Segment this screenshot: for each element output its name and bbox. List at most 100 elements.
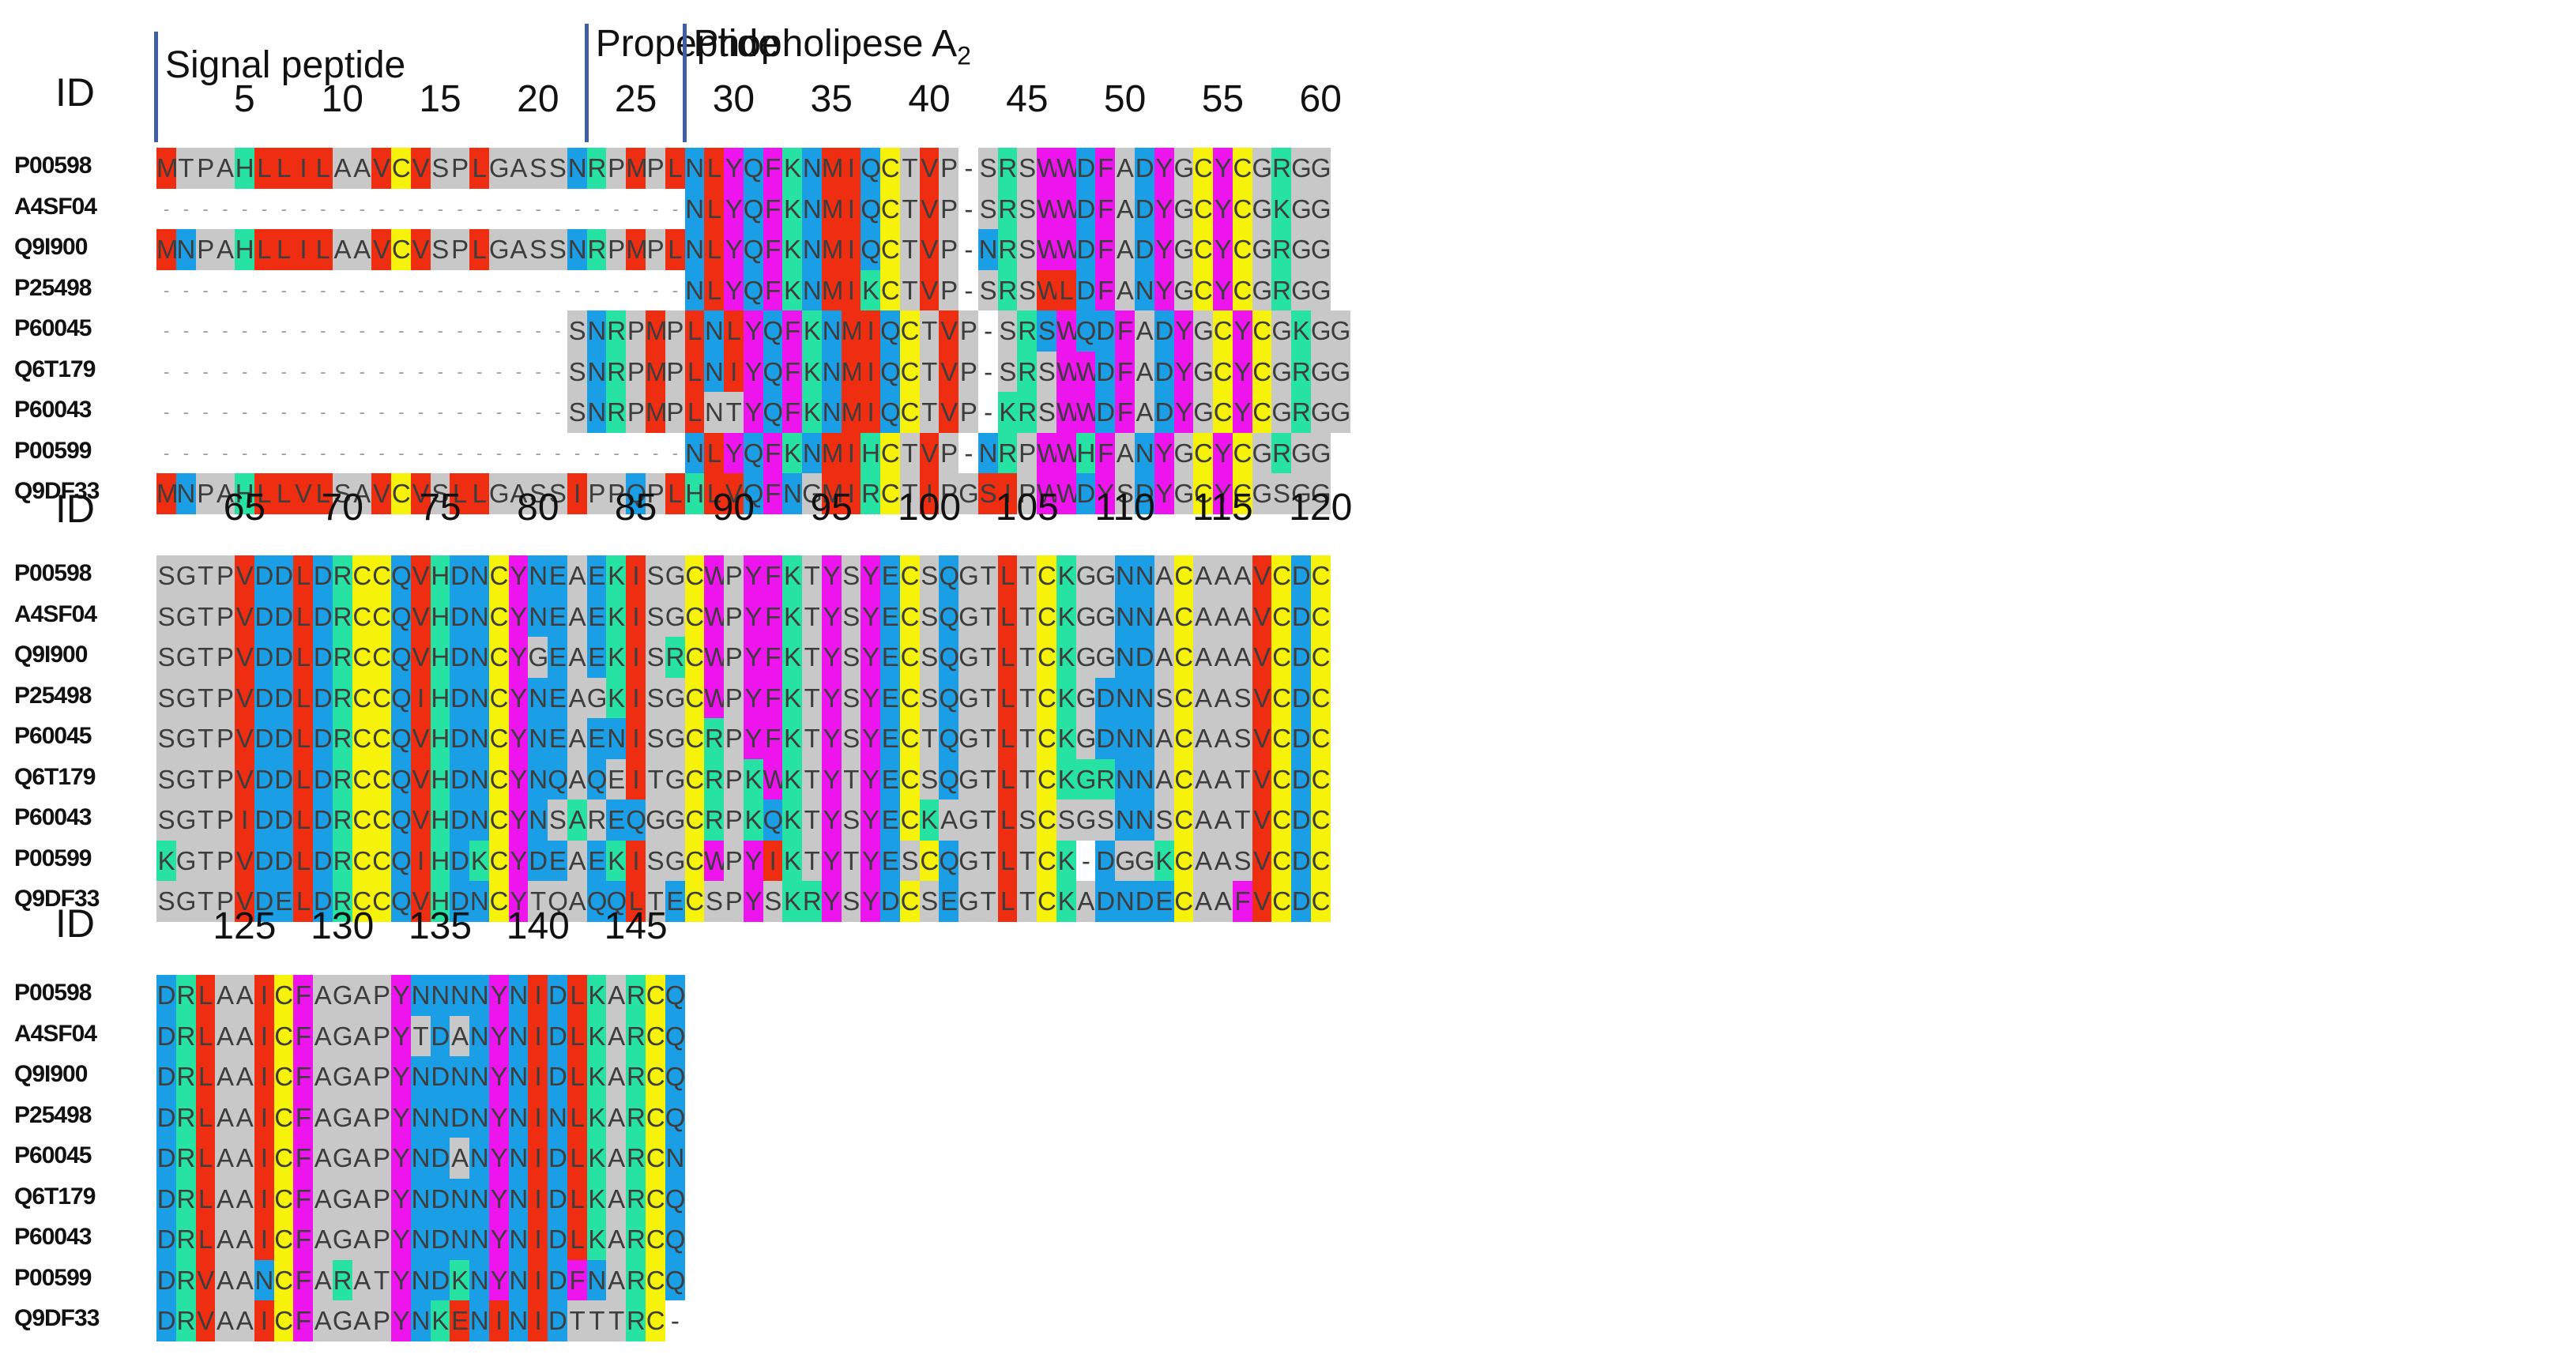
residue-cell: C — [1271, 637, 1292, 679]
residue-cell: L — [469, 473, 490, 515]
residue-cell: F — [567, 1259, 588, 1301]
residue-cell: I — [861, 310, 881, 352]
residue-cell: R — [626, 975, 646, 1017]
residue-cell: D — [1291, 881, 1312, 923]
residue-cell: N — [254, 1259, 275, 1301]
residue-cell: Y — [1213, 188, 1233, 230]
residue-cell: Q — [665, 1219, 685, 1261]
residue-cell: C — [371, 718, 392, 760]
residue-cell: E — [450, 1300, 470, 1342]
position-tick: 120 — [1289, 487, 1353, 529]
residue-cell: L — [293, 596, 314, 638]
residue-cell: - — [254, 392, 275, 434]
residue-cell: D — [254, 758, 275, 800]
residue-cell: N — [606, 718, 627, 760]
residue-cell: G — [1291, 229, 1312, 271]
residue-cell: C — [880, 432, 901, 474]
residue-cell: C — [880, 229, 901, 271]
residue-cell: N — [684, 432, 705, 474]
residue-cell: - — [430, 310, 450, 352]
residue-cell: V — [939, 351, 959, 393]
residue-cell: L — [704, 473, 725, 515]
residue-cell: R — [175, 1219, 197, 1261]
residue-cell: R — [1017, 351, 1038, 393]
sequence-id: P60045 — [14, 1142, 92, 1168]
residue-cell: C — [391, 148, 412, 190]
residue-cell: N — [410, 1300, 431, 1342]
residue-cell: - — [567, 269, 588, 311]
residue-cell: R — [997, 229, 1019, 271]
residue-cell: V — [1252, 881, 1272, 923]
residue-cell: N — [1115, 555, 1135, 597]
residue-cell: G — [332, 1178, 353, 1220]
residue-cell: S — [841, 596, 861, 638]
residue-cell: - — [977, 351, 999, 393]
residue-cell: C — [1173, 637, 1194, 679]
residue-cell: Y — [488, 975, 510, 1017]
residue-cell: V — [410, 555, 431, 597]
residue-cell: M — [821, 188, 843, 230]
residue-cell: K — [1056, 677, 1077, 719]
residue-cell: A — [1193, 840, 1214, 882]
residue-cell: L — [313, 229, 333, 271]
id-header: ID — [55, 901, 95, 946]
residue-cell: A — [215, 1138, 235, 1180]
residue-cell: A — [508, 148, 529, 190]
residue-cell: K — [450, 1259, 470, 1301]
residue-cell: Y — [821, 800, 842, 841]
residue-cell: Y — [1154, 473, 1175, 515]
residue-cell: - — [175, 432, 197, 474]
residue-cell: Q — [665, 1259, 685, 1301]
position-tick: 40 — [908, 78, 951, 120]
residue-cell: - — [254, 269, 275, 311]
residue-cell: Y — [1213, 473, 1233, 515]
residue-cell: N — [508, 1259, 529, 1301]
residue-cell: V — [919, 432, 940, 474]
residue-cell: A — [1213, 800, 1233, 841]
residue-cell: I — [254, 1300, 275, 1342]
residue-cell: Y — [743, 392, 764, 434]
residue-cell: K — [802, 310, 823, 352]
residue-cell: L — [567, 1097, 588, 1138]
residue-cell: E — [606, 758, 627, 800]
residue-cell: Y — [488, 1219, 510, 1261]
residue-cell: L — [567, 975, 588, 1017]
residue-cell: P — [1017, 432, 1038, 474]
residue-cell: R — [626, 1178, 646, 1220]
residue-cell: D — [254, 596, 275, 638]
residue-cell: A — [1232, 637, 1253, 679]
residue-cell: C — [273, 1259, 294, 1301]
residue-cell: W — [1037, 148, 1061, 190]
residue-cell: Y — [1173, 392, 1194, 434]
residue-cell: A — [313, 1259, 333, 1301]
residue-cell: D — [430, 1219, 450, 1261]
residue-cell: I — [841, 432, 861, 474]
residue-cell: C — [1271, 758, 1292, 800]
residue-cell: T — [919, 392, 940, 434]
residue-cell: R — [332, 596, 353, 638]
residue-cell: - — [665, 432, 686, 474]
residue-cell: Q — [743, 188, 763, 230]
residue-cell: G — [1173, 432, 1194, 474]
residue-cell: F — [782, 310, 803, 352]
residue-cell: - — [469, 310, 490, 352]
residue-cell: D — [273, 800, 294, 841]
residue-cell: H — [235, 229, 255, 271]
residue-cell: G — [802, 473, 823, 515]
residue-cell: C — [684, 758, 705, 800]
sequence-id: A4SF04 — [14, 193, 97, 220]
residue-cell: M — [841, 351, 863, 393]
residue-cell: H — [430, 718, 450, 760]
residue-cell: S — [646, 637, 666, 679]
residue-cell: A — [235, 1219, 255, 1261]
residue-cell: A — [1115, 148, 1135, 190]
residue-cell: P — [724, 637, 744, 679]
residue-cell: G — [1310, 432, 1331, 474]
residue-cell: A — [1232, 596, 1253, 638]
residue-cell: - — [371, 432, 392, 474]
residue-cell: A — [1213, 677, 1233, 719]
residue-cell: N — [508, 975, 529, 1017]
residue-cell: C — [371, 840, 392, 882]
residue-cell: - — [430, 432, 450, 474]
sequence-id: P00599 — [14, 437, 92, 464]
